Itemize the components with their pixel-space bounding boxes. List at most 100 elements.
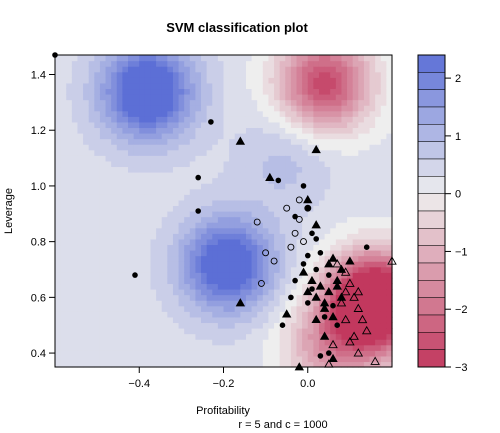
surface-cell <box>352 294 359 301</box>
surface-cell <box>217 133 225 140</box>
surface-cell <box>156 311 163 318</box>
surface-cell <box>139 133 146 140</box>
surface-cell <box>60 283 67 290</box>
surface-cell <box>55 138 62 145</box>
surface-cell <box>178 188 185 195</box>
surface-cell <box>330 88 337 95</box>
surface-cell <box>268 183 275 190</box>
surface-cell <box>375 328 382 335</box>
surface-cell <box>116 133 123 140</box>
surface-cell <box>229 116 236 123</box>
surface-cell <box>189 88 197 95</box>
surface-cell <box>352 166 359 173</box>
surface-cell <box>111 316 118 324</box>
surface-cell <box>116 99 123 106</box>
surface-cell <box>313 66 320 73</box>
surface-cell <box>229 266 236 273</box>
data-point-filled-triangle <box>235 298 246 307</box>
surface-cell <box>178 300 185 307</box>
surface-cell <box>262 160 270 168</box>
surface-cell <box>279 311 286 318</box>
surface-cell <box>358 300 365 307</box>
surface-cell <box>144 60 152 67</box>
surface-cell <box>324 216 331 223</box>
surface-cell <box>318 166 326 173</box>
surface-cell <box>279 94 286 101</box>
surface-cell <box>223 110 230 117</box>
surface-cell <box>341 55 348 62</box>
surface-cell <box>290 283 298 290</box>
surface-cell <box>184 216 191 223</box>
surface-cell <box>212 333 219 340</box>
data-point-filled-circle <box>208 119 214 125</box>
surface-cell <box>83 66 90 73</box>
surface-cell <box>341 66 348 73</box>
surface-cell <box>156 355 163 363</box>
surface-cell <box>116 233 123 240</box>
surface-cell <box>83 194 90 201</box>
surface-cell <box>161 177 168 184</box>
surface-cell <box>307 133 314 140</box>
surface-cell <box>122 127 129 134</box>
surface-cell <box>55 283 62 290</box>
surface-cell <box>341 305 348 312</box>
surface-cell <box>363 160 371 168</box>
surface-cell <box>217 272 225 279</box>
surface-cell <box>184 71 191 78</box>
surface-cell <box>99 216 107 223</box>
surface-cell <box>380 55 387 62</box>
surface-cell <box>223 305 230 312</box>
surface-cell <box>268 355 275 363</box>
surface-cell <box>156 77 163 84</box>
surface-cell <box>229 294 236 301</box>
surface-cell <box>161 305 168 312</box>
surface-cell <box>318 211 326 218</box>
surface-cell <box>116 255 123 262</box>
surface-cell <box>111 166 118 173</box>
surface-cell <box>358 238 365 246</box>
surface-cell <box>251 110 258 117</box>
surface-cell <box>184 244 191 251</box>
surface-cell <box>296 172 303 179</box>
surface-cell <box>274 333 281 340</box>
surface-cell <box>212 199 219 207</box>
surface-cell <box>150 116 157 123</box>
surface-cell <box>240 149 247 156</box>
surface-cell <box>116 316 123 324</box>
surface-cell <box>234 82 241 90</box>
surface-cell <box>83 355 90 363</box>
surface-cell <box>144 144 152 151</box>
surface-cell <box>77 110 84 117</box>
surface-cell <box>94 77 101 84</box>
surface-cell <box>217 250 225 257</box>
surface-cell <box>77 266 84 273</box>
surface-cell <box>172 255 180 262</box>
surface-cell <box>83 55 90 62</box>
surface-cell <box>60 205 67 212</box>
surface-cell <box>55 211 62 218</box>
data-point-filled-triangle <box>265 172 275 181</box>
surface-cell <box>99 339 107 346</box>
surface-cell <box>150 300 157 307</box>
surface-cell <box>66 328 73 335</box>
surface-cell <box>105 277 112 285</box>
surface-cell <box>189 55 197 62</box>
surface-cell <box>83 361 90 368</box>
surface-cell <box>324 110 331 117</box>
surface-cell <box>313 105 320 112</box>
surface-cell <box>201 82 208 90</box>
surface-cell <box>285 272 292 279</box>
surface-cell <box>128 227 135 234</box>
surface-cell <box>172 160 180 168</box>
surface-cell <box>172 261 180 268</box>
surface-cell <box>105 339 112 346</box>
surface-cell <box>55 216 62 223</box>
surface-cell <box>195 244 202 251</box>
surface-cell <box>83 188 90 195</box>
surface-cell <box>150 250 157 257</box>
surface-cell <box>274 188 281 195</box>
surface-cell <box>88 116 95 123</box>
surface-cell <box>66 149 73 156</box>
surface-cell <box>172 272 180 279</box>
surface-cell <box>105 222 112 229</box>
